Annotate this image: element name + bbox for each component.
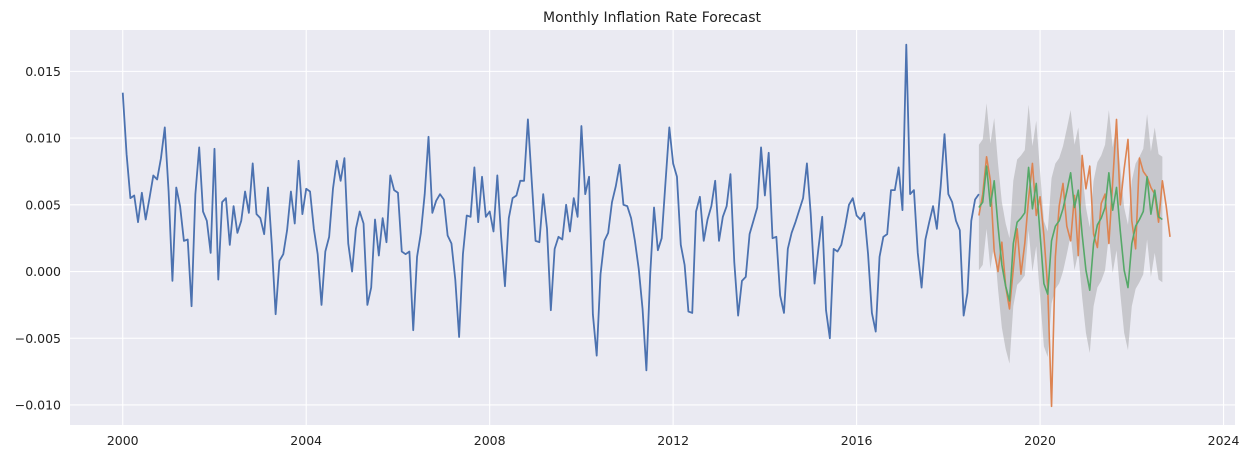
y-tick-label: 0.000: [25, 264, 61, 279]
y-tick-label: 0.010: [25, 131, 61, 146]
x-tick-label: 2024: [1208, 433, 1240, 448]
history-series-line: [121, 43, 980, 372]
x-tick-label: 2016: [841, 433, 873, 448]
forecast-series-line: [978, 165, 1163, 302]
x-tick-label: 2004: [290, 433, 322, 448]
x-tick-label: 2000: [107, 433, 139, 448]
x-tick-label: 2008: [474, 433, 506, 448]
y-tick-label: −0.010: [15, 397, 61, 412]
y-axis-ticks: −0.010 −0.005 0.000 0.005 0.010 0.015: [15, 64, 61, 413]
x-axis-ticks: 2000 2004 2008 2012 2016 2020 2024: [107, 433, 1240, 448]
y-tick-label: 0.005: [25, 197, 61, 212]
x-tick-label: 2012: [657, 433, 689, 448]
y-tick-label: 0.015: [25, 64, 61, 79]
chart-title: Monthly Inflation Rate Forecast: [543, 10, 761, 26]
y-tick-label: −0.005: [15, 331, 61, 346]
x-tick-label: 2020: [1024, 433, 1056, 448]
actual-series-line: [978, 118, 1171, 408]
